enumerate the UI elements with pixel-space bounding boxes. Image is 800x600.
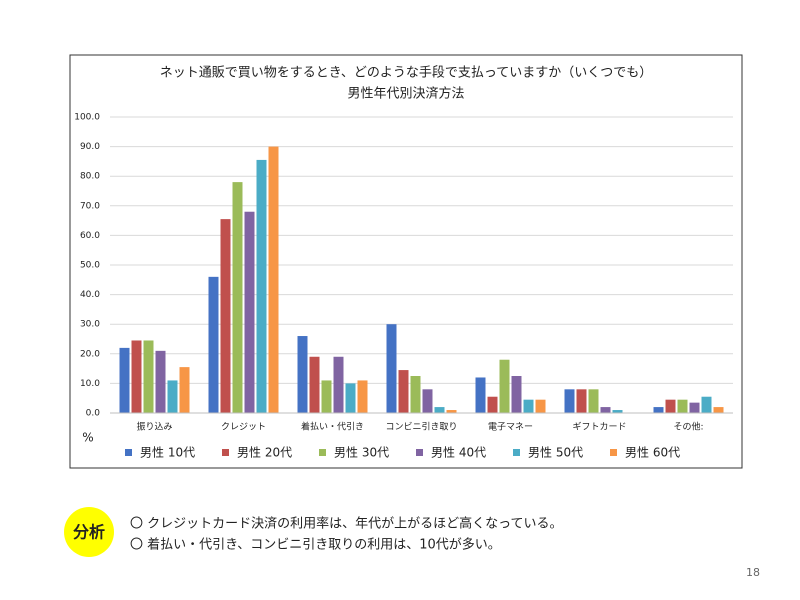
legend-label: 男性 20代 <box>237 446 292 460</box>
x-tick-label: コンビニ引き取り <box>385 422 457 433</box>
y-tick-label: 70.0 <box>80 201 100 211</box>
bar <box>600 407 611 413</box>
y-tick-label: 90.0 <box>80 142 100 152</box>
x-tick-label: 着払い・代引き <box>301 421 364 433</box>
chart-title: ネット通販で買い物をするとき、どのような手段で支払っていますか（いくつでも） <box>160 66 652 81</box>
bar <box>653 407 664 413</box>
bar <box>208 276 219 413</box>
x-tick-label: その他: <box>673 421 703 433</box>
bar <box>487 396 498 413</box>
page-number: 18 <box>746 566 760 579</box>
bar <box>167 380 178 413</box>
y-tick-label: 10.0 <box>80 379 100 389</box>
bar <box>119 347 130 413</box>
bar <box>564 389 575 413</box>
bar <box>268 146 279 413</box>
bar <box>576 389 587 413</box>
bar <box>244 211 255 413</box>
legend-label: 男性 50代 <box>528 446 583 460</box>
bar <box>689 402 700 413</box>
bar <box>612 410 623 413</box>
bar <box>446 410 457 413</box>
y-tick-label: 0.0 <box>86 409 101 419</box>
bar <box>333 356 344 413</box>
y-tick-label: 100.0 <box>74 113 100 123</box>
bar <box>309 356 320 413</box>
analysis-badge <box>64 507 114 557</box>
bar <box>232 182 243 413</box>
bar <box>677 399 688 413</box>
bar <box>143 340 154 413</box>
legend-swatch <box>610 449 617 456</box>
y-tick-label: 20.0 <box>80 349 100 359</box>
bar <box>523 399 534 413</box>
x-tick-label: ギフトカード <box>572 422 626 433</box>
y-tick-label: 80.0 <box>80 172 100 182</box>
bar <box>131 340 142 413</box>
y-tick-label: 60.0 <box>80 231 100 241</box>
bar <box>256 159 267 413</box>
x-tick-label: 電子マネー <box>488 422 533 433</box>
bar <box>422 389 433 413</box>
bar <box>297 336 308 413</box>
legend-swatch <box>416 449 423 456</box>
bar <box>345 383 356 413</box>
bar <box>475 377 486 413</box>
bar <box>321 380 332 413</box>
chart-subtitle: 男性年代別決済方法 <box>347 86 464 102</box>
bar <box>499 359 510 413</box>
bar <box>535 399 546 413</box>
bar <box>701 396 712 413</box>
legend-label: 男性 30代 <box>334 446 389 460</box>
bar <box>398 370 409 413</box>
bar <box>386 324 397 413</box>
analysis-label: 分析 <box>73 523 105 542</box>
bar <box>155 350 166 413</box>
bar <box>511 376 522 413</box>
bar <box>588 389 599 413</box>
y-tick-label: 40.0 <box>80 290 100 300</box>
y-tick-label: 50.0 <box>80 261 100 271</box>
y-tick-label: 30.0 <box>80 320 100 330</box>
bar <box>665 399 676 413</box>
bar <box>410 376 421 413</box>
legend-swatch <box>319 449 326 456</box>
analysis-note: 〇 着払い・代引き、コンビニ引き取りの利用は、10代が多い。 <box>130 537 501 553</box>
legend-swatch <box>513 449 520 456</box>
legend-label: 男性 60代 <box>625 446 680 460</box>
legend-label: 男性 10代 <box>140 446 195 460</box>
y-unit: % <box>82 431 93 445</box>
legend-swatch <box>222 449 229 456</box>
bar <box>220 219 231 413</box>
x-tick-label: 振り込み <box>136 421 172 433</box>
legend-swatch <box>125 449 132 456</box>
x-tick-label: クレジット <box>221 422 266 433</box>
legend-label: 男性 40代 <box>431 446 486 460</box>
analysis-note: 〇 クレジットカード決済の利用率は、年代が上がるほど高くなっている。 <box>130 516 562 532</box>
bar <box>713 407 724 413</box>
bar <box>179 367 190 413</box>
bar <box>357 380 368 413</box>
bar <box>434 407 445 413</box>
